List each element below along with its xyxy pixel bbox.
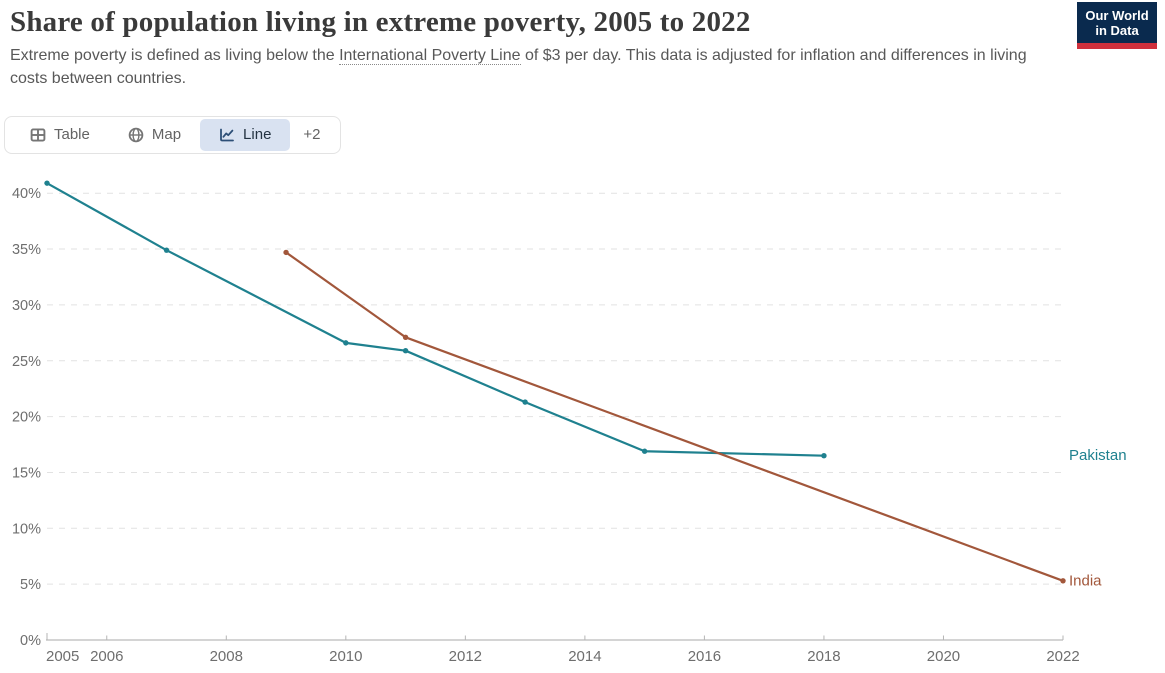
owid-logo[interactable]: Our World in Data [1077, 2, 1157, 49]
x-axis-tick-label: 2012 [449, 648, 482, 665]
x-axis-tick-label: 2006 [90, 648, 123, 665]
tab-table-label: Table [54, 126, 90, 143]
chart-type-tabs: Table Map Line +2 [4, 116, 341, 154]
y-axis-tick-label: 40% [12, 186, 41, 202]
pakistan-data-point [641, 448, 648, 454]
tab-map[interactable]: Map [109, 119, 200, 151]
y-axis-tick-label: 35% [12, 242, 41, 258]
y-axis-tick-label: 20% [12, 410, 41, 426]
tab-map-label: Map [151, 126, 182, 143]
line-chart-icon [220, 128, 234, 142]
x-axis-tick-label: 2020 [927, 648, 960, 665]
india-data-point [1060, 578, 1066, 584]
x-axis-tick-label: 2016 [688, 648, 721, 665]
globe-icon [128, 127, 144, 143]
y-axis-tick-label: 5% [20, 577, 41, 593]
x-axis-tick-label: 2008 [210, 648, 243, 665]
y-axis-tick-label: 15% [12, 465, 41, 481]
india-data-point [283, 249, 289, 256]
pakistan-data-point [343, 340, 349, 346]
y-axis-tick-label: 0% [20, 633, 41, 649]
pakistan-data-point [522, 399, 528, 405]
india-data-point [402, 334, 409, 340]
pakistan-data-point [821, 452, 827, 459]
tab-more-label: +2 [303, 126, 321, 143]
x-axis-tick-label: 2010 [329, 648, 362, 665]
logo-line2: in Data [1095, 22, 1139, 38]
owid-logo-text: Our World in Data [1077, 2, 1157, 43]
pakistan-data-point [44, 180, 50, 186]
x-axis-tick-label: 2022 [1046, 648, 1079, 665]
y-axis-tick-label: 10% [12, 521, 41, 537]
table-icon [30, 128, 46, 142]
y-axis-tick-label: 30% [12, 298, 41, 314]
x-axis-tick-label: 2018 [807, 648, 840, 665]
international-poverty-line-link[interactable]: International Poverty Line [339, 47, 521, 65]
tab-line[interactable]: Line [200, 119, 291, 151]
chart-header: Share of population living in extreme po… [10, 4, 1035, 90]
logo-line1: Our World [1085, 7, 1149, 23]
pakistan-data-point [402, 347, 409, 354]
series-label-pakistan[interactable]: Pakistan [1069, 447, 1127, 464]
x-axis-tick-label: 2005 [46, 648, 79, 665]
tab-line-label: Line [243, 126, 272, 143]
subtitle-text-pre: Extreme poverty is defined as living bel… [10, 47, 340, 64]
logo-red-strip [1077, 43, 1157, 49]
tab-table[interactable]: Table [11, 119, 109, 151]
tab-more[interactable]: +2 [290, 119, 333, 151]
chart-subtitle: Extreme poverty is defined as living bel… [10, 44, 1035, 90]
y-axis-tick-label: 25% [12, 354, 41, 370]
pakistan-data-point [163, 247, 170, 253]
page-title: Share of population living in extreme po… [10, 6, 751, 38]
pakistan-line[interactable] [46, 182, 824, 457]
subtitle-text-post: of $3 per day. This data is adjusted for… [10, 47, 1027, 87]
x-axis-tick-label: 2014 [568, 648, 601, 665]
series-label-india[interactable]: India [1069, 572, 1102, 589]
